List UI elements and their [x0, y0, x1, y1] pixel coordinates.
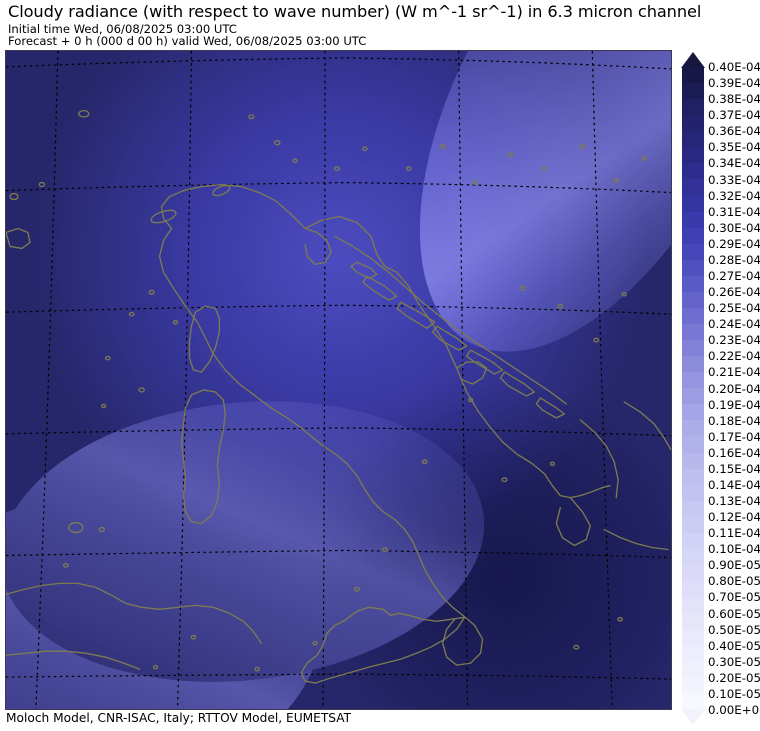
colorbar-segment — [682, 291, 704, 308]
colorbar-tick-label: 0.33E-04 — [708, 172, 760, 187]
colorbar-tick-label: 0.80E-05 — [708, 574, 760, 589]
colorbar-segment — [682, 131, 704, 148]
colorbar-segment — [682, 693, 704, 710]
colorbar-segment — [682, 83, 704, 100]
colorbar-tick-label: 0.27E-04 — [708, 268, 760, 283]
colorbar-tick-label: 0.28E-04 — [708, 252, 760, 267]
colorbar-tick-label: 0.39E-04 — [708, 76, 760, 91]
colorbar-segment — [682, 420, 704, 437]
colorbar-segment — [682, 629, 704, 646]
colorbar-tick-label: 0.31E-04 — [708, 204, 760, 219]
colorbar-segment — [682, 452, 704, 469]
colorbar-segment — [682, 99, 704, 116]
footer-credit: Moloch Model, CNR-ISAC, Italy; RTTOV Mod… — [6, 711, 352, 725]
colorbar-tick-label: 0.60E-05 — [708, 606, 760, 621]
colorbar-tick-label: 0.30E-04 — [708, 220, 760, 235]
colorbar-segment — [682, 356, 704, 373]
colorbar-tick-label: 0.17E-04 — [708, 429, 760, 444]
colorbar-segment — [682, 613, 704, 630]
colorbar-segment — [682, 195, 704, 212]
colorbar-tick-label: 0.40E-04 — [708, 60, 760, 74]
colorbar-segment — [682, 324, 704, 341]
colorbar-segment — [682, 147, 704, 164]
colorbar-tick-label: 0.22E-04 — [708, 349, 760, 364]
colorbar-tick-label: 0.29E-04 — [708, 236, 760, 251]
colorbar-tick-label: 0.90E-05 — [708, 558, 760, 573]
colorbar-tick-label: 0.30E-05 — [708, 654, 760, 669]
colorbar-segment — [682, 516, 704, 533]
colorbar-tick-label: 0.38E-04 — [708, 92, 760, 107]
forecast-label: Forecast + 0 h (000 d 00 h) valid Wed, 0… — [8, 34, 367, 48]
colorbar-tick-label: 0.25E-04 — [708, 301, 760, 316]
colorbar-segment — [682, 500, 704, 517]
colorbar-segment — [682, 484, 704, 501]
colorbar-segment — [682, 645, 704, 662]
colorbar-tick-label: 0.50E-05 — [708, 622, 760, 637]
colorbar-tick-label: 0.26E-04 — [708, 285, 760, 300]
colorbar-tick-label: 0.13E-04 — [708, 494, 760, 509]
page-title: Cloudy radiance (with respect to wave nu… — [8, 2, 702, 21]
colorbar-segment — [682, 163, 704, 180]
colorbar-tick-label: 0.12E-04 — [708, 510, 760, 525]
colorbar-segment — [682, 307, 704, 324]
colorbar-gradient — [682, 67, 704, 710]
colorbar-tick-label: 0.32E-04 — [708, 188, 760, 203]
colorbar-tick-labels: 0.40E-04 0.39E-04 0.38E-04 0.37E-04 0.36E-04… — [708, 52, 760, 716]
map-panel[interactable] — [5, 50, 672, 710]
colorbar-tick-label: 0.21E-04 — [708, 365, 760, 380]
colorbar-tick-label: 0.15E-04 — [708, 461, 760, 476]
colorbar-segment — [682, 548, 704, 565]
colorbar-segment — [682, 115, 704, 132]
colorbar-tick-label: 0.16E-04 — [708, 445, 760, 460]
colorbar-segment — [682, 259, 704, 276]
colorbar-segment — [682, 581, 704, 598]
colorbar-min-arrow-icon — [681, 709, 705, 725]
colorbar-segment — [682, 243, 704, 260]
colorbar-segment — [682, 211, 704, 228]
colorbar-tick-label: 0.18E-04 — [708, 413, 760, 428]
colorbar-tick-label: 0.14E-04 — [708, 477, 760, 492]
colorbar-segment — [682, 564, 704, 581]
colorbar-tick-label: 0.10E-05 — [708, 686, 760, 701]
colorbar-segment — [682, 275, 704, 292]
colorbar-segment — [682, 340, 704, 357]
colorbar-max-arrow-icon — [681, 52, 705, 68]
colorbar-segment — [682, 372, 704, 389]
colorbar-segment — [682, 532, 704, 549]
colorbar-tick-label: 0.37E-04 — [708, 108, 760, 123]
colorbar-tick-label: 0.34E-04 — [708, 156, 760, 171]
colorbar-tick-label: 0.20E-04 — [708, 381, 760, 396]
colorbar-tick-label: 0.70E-05 — [708, 590, 760, 605]
colorbar-tick-label: 0.40E-05 — [708, 638, 760, 653]
colorbar-segment — [682, 661, 704, 678]
colorbar-segment — [682, 179, 704, 196]
colorbar-segment — [682, 388, 704, 405]
colorbar-tick-label: 0.11E-04 — [708, 526, 760, 541]
colorbar-tick-label: 0.24E-04 — [708, 317, 760, 332]
initial-time-label: Initial time Wed, 06/08/2025 03:00 UTC — [8, 22, 237, 36]
colorbar-segment — [682, 404, 704, 421]
colorbar: 0.40E-04 0.39E-04 0.38E-04 0.37E-04 0.36E-04… — [678, 52, 760, 725]
colorbar-tick-label: 0.10E-04 — [708, 542, 760, 557]
field-bright-streaks — [6, 51, 671, 709]
colorbar-segment — [682, 67, 704, 84]
colorbar-segment — [682, 677, 704, 694]
colorbar-tick-label: 0.23E-04 — [708, 333, 760, 348]
colorbar-segment — [682, 227, 704, 244]
plot-header: Cloudy radiance (with respect to wave nu… — [0, 0, 760, 50]
colorbar-segment — [682, 436, 704, 453]
colorbar-tick-label: 0.19E-04 — [708, 397, 760, 412]
colorbar-tick-label: 0.20E-05 — [708, 670, 760, 685]
colorbar-segment — [682, 597, 704, 614]
colorbar-segment — [682, 468, 704, 485]
colorbar-tick-label: 0.00E+00 — [708, 703, 760, 717]
radiance-field — [6, 51, 671, 709]
colorbar-tick-label: 0.35E-04 — [708, 140, 760, 155]
colorbar-tick-label: 0.36E-04 — [708, 124, 760, 139]
